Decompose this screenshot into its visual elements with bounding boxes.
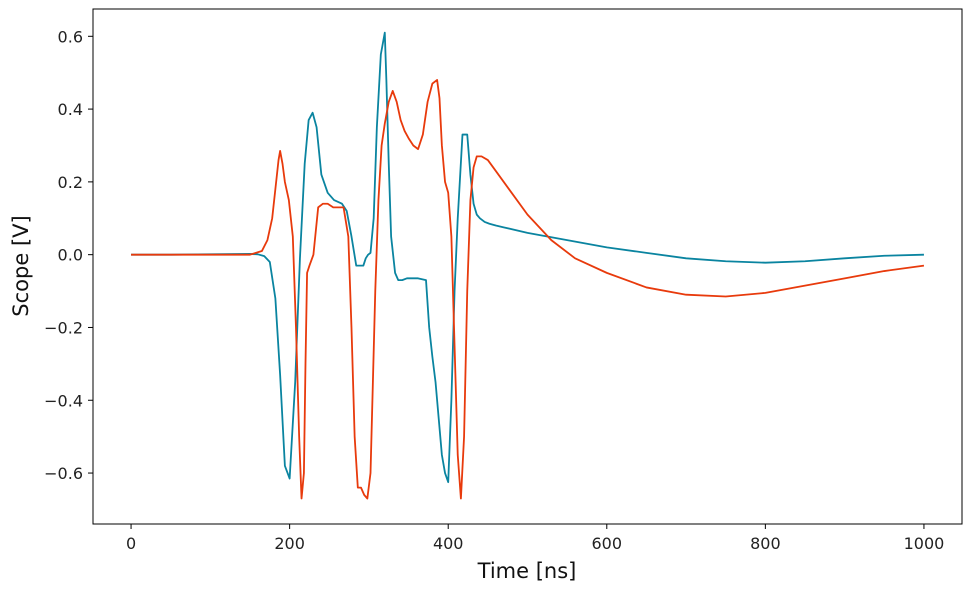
x-tick-label: 600 — [592, 534, 623, 553]
x-axis-title: Time [ns] — [477, 559, 577, 583]
series-line-1 — [131, 31, 924, 484]
series-line-2 — [131, 79, 925, 500]
x-axis-ticks: 0 200 400 600 800 1000 — [126, 524, 944, 553]
x-tick-label: 800 — [750, 534, 781, 553]
y-tick-label: 0.4 — [58, 100, 83, 119]
x-tick-label: 400 — [433, 534, 464, 553]
y-tick-label: −0.2 — [44, 318, 83, 337]
x-tick-label: 200 — [274, 534, 305, 553]
x-tick-label: 1000 — [904, 534, 945, 553]
series-layer — [131, 31, 925, 500]
y-tick-label: 0.0 — [58, 246, 83, 265]
y-tick-label: −0.4 — [44, 391, 83, 410]
y-tick-label: −0.6 — [44, 464, 83, 483]
y-tick-label: 0.2 — [58, 173, 83, 192]
plot-area-frame — [92, 8, 963, 525]
x-tick-label: 0 — [126, 534, 136, 553]
y-axis-ticks: −0.6 −0.4 −0.2 0.0 0.2 0.4 0.6 — [44, 27, 93, 483]
y-tick-label: 0.6 — [58, 27, 83, 46]
y-axis-title: Scope [V] — [9, 215, 33, 316]
